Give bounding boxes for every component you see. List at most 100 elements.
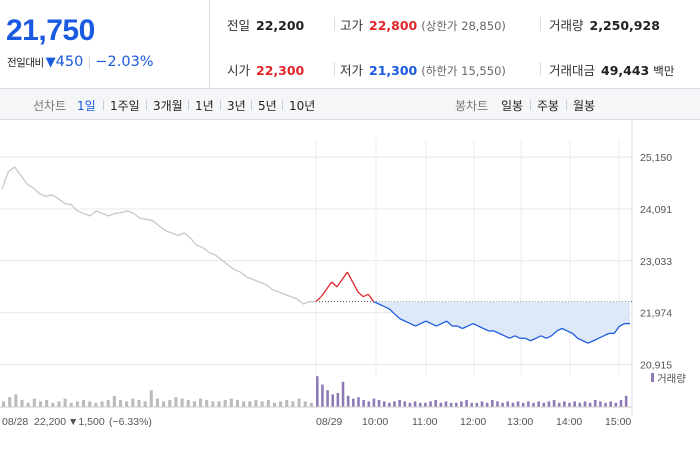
- volume-bar-today: [331, 394, 335, 407]
- volume-bar-today: [593, 400, 597, 407]
- turnover-label: 거래대금: [549, 63, 596, 78]
- volume-bar-today: [511, 402, 515, 407]
- today-line-segment: [325, 281, 333, 290]
- x-tick-label: 11:00: [412, 416, 438, 428]
- today-line-segment: [425, 320, 432, 325]
- volume-bar-today: [454, 402, 458, 407]
- line-chart-label: 선차트: [33, 99, 67, 113]
- tab-10y[interactable]: 10년: [289, 99, 316, 113]
- volume-bar-today: [434, 400, 437, 407]
- today-line-segment: [613, 325, 621, 334]
- volume-bar-prev: [137, 400, 141, 407]
- prev-close-note: 22,200: [34, 416, 66, 428]
- prev-day-line: [1, 166, 316, 305]
- volume-bar-prev: [180, 398, 184, 407]
- tab-1d[interactable]: 1일: [77, 99, 96, 113]
- today-line-segment: [415, 323, 421, 327]
- lower-limit: (하한가 15,550): [421, 64, 506, 78]
- low-label: 저가: [340, 63, 364, 78]
- volume-bar-today: [316, 376, 319, 407]
- today-line-segment: [498, 332, 505, 337]
- prev-close-value: 22,200: [256, 18, 305, 33]
- price-box: 21,750 전일대비 ▼450 | −2.03%: [0, 0, 210, 88]
- tab-5y[interactable]: 5년: [258, 99, 277, 113]
- volume-bar-prev: [248, 401, 252, 407]
- chart-svg: 25,150 24,091 23,033 21,974 20,915 08/29 10:00…: [0, 120, 686, 428]
- volume-bar-prev: [112, 395, 116, 407]
- open-value: 22,300: [256, 63, 305, 78]
- volume-bar-today: [470, 402, 473, 407]
- volume-legend-label: 거래량: [657, 373, 686, 385]
- volume-bar-prev: [174, 397, 178, 407]
- today-line-segment: [315, 296, 322, 303]
- today-line-segment: [540, 335, 547, 339]
- volume-bar-today: [439, 402, 443, 407]
- change-row: 전일대비 ▼450 | −2.03%: [7, 54, 154, 70]
- today-line-segment: [566, 330, 573, 334]
- volume-bar-today: [465, 400, 468, 407]
- tab-weekly[interactable]: 주봉: [537, 99, 560, 113]
- chart-tabs: 선차트 1일 1주일 3개월 1년 3년 5년 10년 봉차트 일봉 주봉 월봉: [0, 89, 700, 120]
- today-line-segment: [362, 293, 369, 298]
- tab-1y[interactable]: 1년: [195, 99, 214, 113]
- volume-bar-prev: [118, 400, 123, 407]
- prev-pct-note: (−6.33%): [109, 416, 152, 428]
- volume-bar-today: [346, 395, 350, 407]
- volume-bar-prev: [32, 398, 36, 407]
- volume-bar-today: [413, 401, 417, 407]
- y-tick-label: 23,033: [640, 256, 672, 268]
- volume-bar-prev: [88, 401, 92, 407]
- today-line-segment: [598, 335, 605, 339]
- today-line-segment: [457, 325, 463, 330]
- volume-bar-today: [568, 402, 571, 407]
- volume-bar-prev: [69, 402, 73, 407]
- volume-bar-prev: [205, 400, 209, 407]
- today-line-segment: [331, 281, 338, 288]
- volume-bar-prev: [125, 401, 129, 407]
- prev-change-note: ▼1,500: [68, 416, 105, 428]
- today-line-segment: [504, 335, 510, 339]
- today-line-segment: [357, 291, 364, 298]
- y-tick-label: 21,974: [640, 308, 672, 320]
- volume-label: 거래량: [549, 18, 584, 33]
- y-tick-label: 25,150: [640, 152, 672, 164]
- today-line-segment: [367, 293, 375, 302]
- volume-bar-prev: [223, 400, 227, 407]
- volume-bar-today: [357, 397, 360, 407]
- volume-bar-prev: [162, 401, 166, 407]
- volume-bar-today: [609, 401, 612, 407]
- today-line-segment: [373, 300, 380, 305]
- prev-date-label: 08/28: [2, 416, 28, 428]
- volume-bar-today: [578, 402, 582, 407]
- volume-bar-today: [599, 401, 602, 407]
- volume-bar-today: [496, 401, 499, 407]
- volume-bar-prev: [51, 402, 55, 407]
- volume-bar-today: [418, 402, 422, 407]
- volume-bar-prev: [14, 394, 18, 407]
- volume-bar-today: [619, 400, 623, 407]
- turnover-unit: 백만: [653, 64, 675, 78]
- today-line-segment: [472, 323, 479, 327]
- volume-bar-today: [527, 401, 530, 407]
- volume-bar-prev: [211, 401, 215, 407]
- volume-bar-today: [393, 401, 396, 407]
- volume-bar-prev: [242, 401, 246, 407]
- today-line-segment: [561, 327, 568, 332]
- today-line-segment: [446, 320, 453, 327]
- volume-bar-today: [547, 401, 551, 407]
- y-tick-label: 24,091: [640, 204, 672, 216]
- volume-bar-prev: [82, 400, 86, 407]
- volume-bar-today: [537, 401, 540, 407]
- tab-monthly[interactable]: 월봉: [573, 99, 596, 113]
- today-line-segment: [556, 327, 563, 332]
- tab-daily[interactable]: 일봉: [501, 99, 524, 113]
- volume-bar-today: [583, 401, 587, 407]
- volume-bar-today: [485, 402, 489, 407]
- prev-close-label: 전일: [227, 18, 251, 33]
- tab-3m[interactable]: 3개월: [153, 99, 183, 113]
- y-tick-label: 20,915: [640, 359, 672, 371]
- tab-3y[interactable]: 3년: [227, 99, 246, 113]
- tab-1w[interactable]: 1주일: [110, 99, 140, 113]
- volume-bar-today: [321, 384, 324, 407]
- volume-bar-today: [362, 400, 365, 407]
